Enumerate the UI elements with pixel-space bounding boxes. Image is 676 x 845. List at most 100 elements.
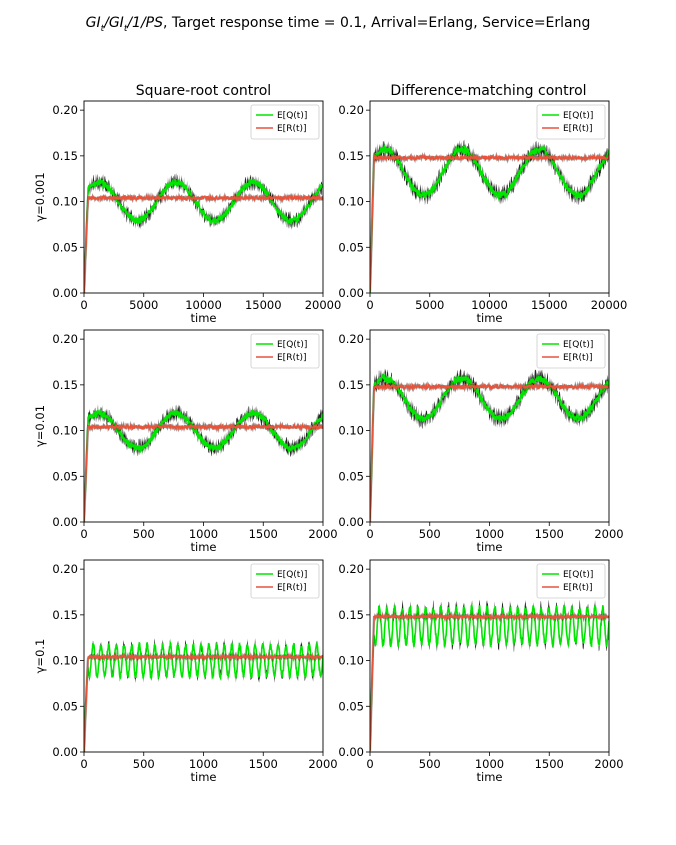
x-tick-label: 1000: [475, 757, 504, 771]
plot-area: [370, 599, 609, 752]
x-axis-label: time: [477, 770, 503, 784]
y-tick-label: 0.00: [52, 515, 78, 529]
y-tick-label: 0.15: [52, 149, 78, 163]
y-axis-label: γ=0.001: [33, 172, 47, 221]
x-tick-label: 0: [366, 527, 373, 541]
x-tick-label: 1000: [189, 527, 218, 541]
series-eq-line: [370, 143, 609, 293]
x-axis-label: time: [191, 770, 217, 784]
x-axis-label: time: [191, 540, 217, 554]
subplot-r2-c0: 0.00 0.05 0.10 0.15 0.20 0 500 1000 1500 2000 time…: [33, 559, 338, 784]
column-title-square-root: Square-root control: [136, 83, 271, 99]
legend-label: E[R(t)]: [563, 124, 593, 134]
y-tick-label: 0.15: [338, 378, 364, 392]
subplot-grid: 0.000.050.100.150.200 5000 10000 15000 20000…: [33, 100, 628, 784]
subplot-r1-c0: 0.00 0.05 0.10 0.15 0.20 0 500 1000 1500 2000 time…: [33, 329, 338, 554]
figure-title: GIt/GIt/1/PS, Target response time = 0.1…: [86, 15, 591, 34]
legend-label: E[R(t)]: [563, 353, 593, 363]
x-tick-label: 1500: [249, 757, 278, 771]
x-tick-label: 1000: [189, 757, 218, 771]
y-tick-label: 0.05: [338, 240, 364, 254]
series-er-shadow: [370, 380, 609, 522]
series-eq-line: [370, 603, 609, 751]
y-axis-label: γ=0.1: [33, 639, 47, 674]
legend: E[Q(t)] E[R(t)]: [536, 333, 606, 369]
series-eq-line: [84, 408, 323, 522]
plot-area: [370, 139, 609, 293]
legend: E[Q(t)] E[R(t)]: [250, 104, 320, 140]
y-tick-label: 0.05: [338, 469, 364, 483]
y-tick-label: 0.10: [338, 195, 364, 209]
series-eq-line: [370, 372, 609, 519]
y-tick-label: 0.15: [338, 149, 364, 163]
x-tick-label: 500: [133, 527, 155, 541]
subplot-r0-c0: 0.00 0.05 0.10 0.15 0.20 0 5000 10000 15000 20000…: [33, 100, 342, 325]
y-tick-label: 0.00: [52, 745, 78, 759]
y-tick-label: 0.20: [52, 332, 78, 346]
plot-area: [370, 368, 609, 522]
x-tick-label: 500: [419, 757, 441, 771]
series-er-line: [84, 652, 323, 752]
subplot-r2-c1: 0.00 0.05 0.10 0.15 0.20 0 500 1000 1500 2000 time…: [338, 559, 624, 784]
x-tick-label: 2000: [594, 527, 623, 541]
x-tick-label: 5000: [415, 298, 444, 312]
series-eq-noise-band: [84, 173, 323, 293]
series-eq-noise-band: [370, 368, 609, 522]
series-eq-line: [84, 639, 323, 752]
y-tick-label: 0.00: [338, 745, 364, 759]
x-tick-label: 2000: [308, 527, 337, 541]
plot-area: [84, 404, 323, 522]
x-tick-label: 15000: [531, 298, 568, 312]
y-tick-label: 0.00: [338, 515, 364, 529]
x-tick-label: 15000: [245, 298, 282, 312]
legend-label: E[Q(t)]: [277, 570, 307, 580]
subplot-r1-c1: 0.00 0.05 0.10 0.15 0.20 0 500 1000 1500 2000 time…: [338, 329, 624, 554]
series-er-line: [370, 153, 609, 292]
x-tick-label: 20000: [591, 298, 628, 312]
y-tick-label: 0.10: [52, 654, 78, 668]
legend: E[Q(t)] E[R(t)]: [536, 563, 606, 599]
y-tick-label: 0.15: [52, 608, 78, 622]
legend-label: E[Q(t)]: [563, 111, 593, 121]
legend-label: E[Q(t)]: [563, 340, 593, 350]
y-tick-label: 0.05: [338, 699, 364, 713]
series-er-line: [370, 382, 609, 522]
legend: E[Q(t)] E[R(t)]: [536, 104, 606, 140]
x-tick-label: 500: [419, 527, 441, 541]
y-tick-label: 0.20: [338, 562, 364, 576]
y-tick-label: 0.00: [52, 286, 78, 300]
x-axis-label: time: [191, 311, 217, 325]
y-tick-label: 0.20: [338, 103, 364, 117]
subplot-r0-c1: 0.00 0.05 0.10 0.15 0.20 0 5000 10000 15000 20000…: [338, 100, 628, 325]
y-tick-label: 0.05: [52, 469, 78, 483]
series-er-line: [84, 193, 323, 293]
legend-box: [250, 333, 320, 369]
plot-area: [84, 173, 323, 293]
legend-label: E[R(t)]: [563, 583, 593, 593]
x-tick-label: 20000: [305, 298, 342, 312]
x-tick-label: 1000: [475, 527, 504, 541]
legend-label: E[Q(t)]: [277, 111, 307, 121]
legend-box: [536, 333, 606, 369]
y-tick-label: 0.20: [338, 332, 364, 346]
legend-box: [250, 104, 320, 140]
x-tick-label: 10000: [185, 298, 222, 312]
y-tick-label: 0.10: [52, 424, 78, 438]
x-tick-label: 0: [80, 527, 87, 541]
x-tick-label: 0: [80, 757, 87, 771]
legend-label: E[R(t)]: [277, 353, 307, 363]
y-tick-label: 0.15: [52, 378, 78, 392]
legend-label: E[R(t)]: [277, 583, 307, 593]
legend-box: [536, 104, 606, 140]
series-eq-line: [84, 177, 323, 292]
x-tick-label: 1500: [249, 527, 278, 541]
y-tick-label: 0.15: [338, 608, 364, 622]
legend-box: [250, 563, 320, 599]
series-er-line: [84, 422, 323, 522]
legend-label: E[Q(t)]: [277, 340, 307, 350]
legend: E[Q(t)] E[R(t)]: [250, 333, 320, 369]
y-tick-label: 0.10: [338, 654, 364, 668]
x-tick-label: 10000: [471, 298, 508, 312]
series-er-line: [370, 612, 609, 751]
